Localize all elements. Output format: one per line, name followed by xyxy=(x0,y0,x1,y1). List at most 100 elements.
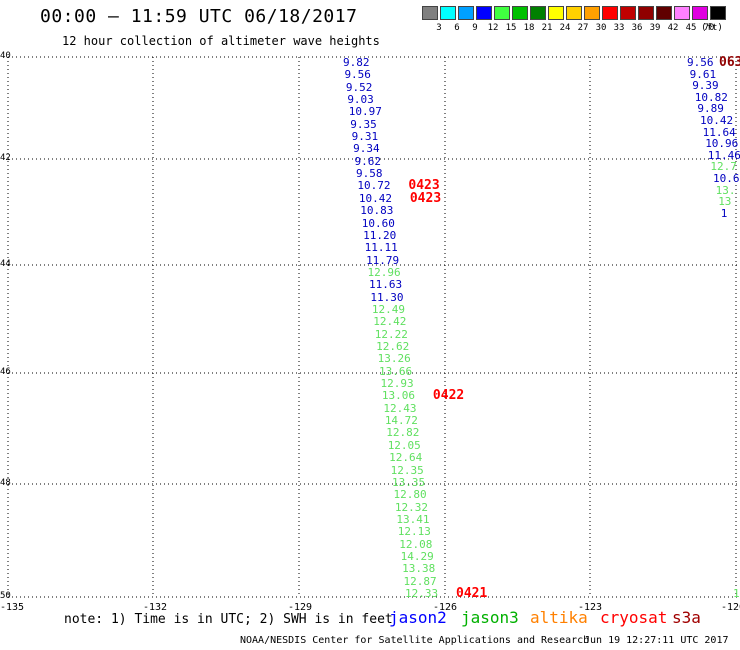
wave-height-value: 13.38 xyxy=(402,562,436,576)
satellite-label: altika xyxy=(530,608,588,627)
legend-swatch xyxy=(692,6,708,20)
wave-height-value: 9.62 xyxy=(354,154,382,168)
wave-height-value: 9.82 xyxy=(343,56,370,69)
wave-height-value: 12.13 xyxy=(397,525,431,539)
map-subtitle: 12 hour collection of altimeter wave hei… xyxy=(62,34,380,48)
wave-height-value: 11.79 xyxy=(366,253,400,267)
legend-unit: (ft) xyxy=(701,23,723,33)
latitude-label: 44 xyxy=(0,259,11,269)
wave-height-value: 12.7 xyxy=(710,160,737,174)
wave-height-value: 12.35 xyxy=(390,463,424,477)
wave-height-value: 11.63 xyxy=(368,278,403,292)
latitude-label: 40 xyxy=(0,51,11,61)
legend-value-label: 18 xyxy=(523,23,535,33)
legend-swatch xyxy=(620,6,636,20)
wave-height-value: 12.82 xyxy=(386,426,420,440)
legend-swatch xyxy=(710,6,726,20)
wave-height-value: 10.83 xyxy=(360,204,394,218)
pass-time-label: 0423 xyxy=(408,178,440,194)
wave-height-value: 12.05 xyxy=(387,438,421,452)
legend-swatch xyxy=(566,6,582,20)
legend-value-label: 24 xyxy=(559,23,571,33)
wave-height-value: 12.64 xyxy=(389,451,423,465)
legend-value-label: 21 xyxy=(541,23,553,33)
wave-height-value: 10.97 xyxy=(348,105,382,119)
legend-value-label: 42 xyxy=(667,23,679,33)
legend-swatch xyxy=(476,6,492,20)
legend-swatch xyxy=(422,6,438,20)
wave-height-value: 13.66 xyxy=(379,364,413,378)
wave-height-value: 9.56 xyxy=(344,68,371,82)
legend-swatch xyxy=(602,6,618,20)
wave-height-value: 9.39 xyxy=(692,79,719,93)
wave-height-value: 10.42 xyxy=(358,191,392,205)
wave-height-value: 13.06 xyxy=(381,389,416,403)
wave-height-value: 13.35 xyxy=(392,475,426,489)
longitude-label: -129 xyxy=(287,602,313,613)
wave-height-value: 11.46 xyxy=(707,148,740,162)
wave-height-value: 11.11 xyxy=(364,241,398,255)
wave-height-value: 10.72 xyxy=(357,179,391,193)
satellite-label: cryosat xyxy=(600,608,668,627)
wave-height-value: 13.41 xyxy=(396,512,430,526)
wave-height-value: 14.29 xyxy=(400,549,434,563)
wave-height-value: 9.03 xyxy=(347,93,374,107)
wave-height-value: 12.22 xyxy=(374,327,408,341)
legend-swatch xyxy=(512,6,528,20)
legend-swatch xyxy=(440,6,456,20)
wave-height-value: 12.43 xyxy=(383,401,417,415)
wave-height-value: 10.96 xyxy=(705,137,739,151)
wave-height-value: 12.08 xyxy=(399,537,433,551)
wave-height-value: 10.42 xyxy=(700,114,734,127)
satellite-label: jason3 xyxy=(461,608,519,627)
wave-height-value: 9.61 xyxy=(689,67,717,81)
wave-height-value: 13 xyxy=(718,195,732,209)
pass-time-label: 0422 xyxy=(432,388,465,404)
legend-value-label: 70 xyxy=(703,23,715,33)
legend-value-label: 45 xyxy=(685,23,697,33)
legend-swatch xyxy=(548,6,564,20)
latitude-label: 48 xyxy=(0,478,11,488)
satellite-label: jason2 xyxy=(389,608,447,627)
legend-swatch xyxy=(674,6,690,20)
longitude-label: -132 xyxy=(142,602,168,613)
wave-height-value: 11.64 xyxy=(702,125,736,139)
legend-swatch xyxy=(494,6,510,20)
legend-swatch xyxy=(638,6,654,20)
footnote: note: 1) Time is in UTC; 2) SWH is in fe… xyxy=(64,612,393,627)
satellite-label: s3a xyxy=(672,608,701,627)
wave-height-value: 12.96 xyxy=(367,265,401,279)
wave-height-value: 12.62 xyxy=(376,340,410,354)
legend-value-label: 9 xyxy=(472,23,478,33)
longitude-label: -126 xyxy=(432,602,458,613)
wave-height-value: 9.52 xyxy=(345,80,373,94)
wave-height-value: 12.42 xyxy=(373,315,407,329)
wave-height-value: 13.26 xyxy=(377,352,411,366)
wave-height-value: 10.6 xyxy=(713,172,740,185)
latitude-label: 50 xyxy=(0,591,11,601)
legend-swatch xyxy=(530,6,546,20)
legend-swatch xyxy=(584,6,600,20)
wave-height-value: 10.60 xyxy=(361,216,395,230)
wave-height-value: 12.33 xyxy=(405,587,439,600)
wave-height-value: 12.80 xyxy=(393,488,427,502)
wave-height-value: 12.32 xyxy=(394,500,429,514)
legend-value-label: 30 xyxy=(595,23,607,33)
color-legend: 3 6 9 12 15 18 21 24 27 30 33 36 39 42 45 70 (ft) xyxy=(422,6,728,33)
latitude-label: 46 xyxy=(0,367,11,377)
wave-height-value: 9.56 xyxy=(687,56,714,69)
credit-line: NOAA/NESDIS Center for Satellite Applica… xyxy=(240,635,590,646)
generation-timestamp: Jun 19 12:27:11 UTC 2017 xyxy=(584,635,729,646)
wave-height-value: 9.34 xyxy=(353,142,380,156)
wave-height-value: 9.58 xyxy=(355,167,383,181)
legend-value-label: 12 xyxy=(487,23,499,33)
legend-value-label: 3 xyxy=(436,23,442,33)
legend-value-label: 39 xyxy=(649,23,661,33)
pass-time-label: 0423 xyxy=(409,190,442,206)
wave-height-value: 11.20 xyxy=(363,228,397,242)
wave-height-value: 13. xyxy=(715,183,736,197)
legend-value-label: 36 xyxy=(631,23,643,33)
wave-height-value: 12.93 xyxy=(380,377,414,391)
wave-height-value: 12.87 xyxy=(403,574,437,588)
wave-height-value: 11.30 xyxy=(370,290,404,304)
